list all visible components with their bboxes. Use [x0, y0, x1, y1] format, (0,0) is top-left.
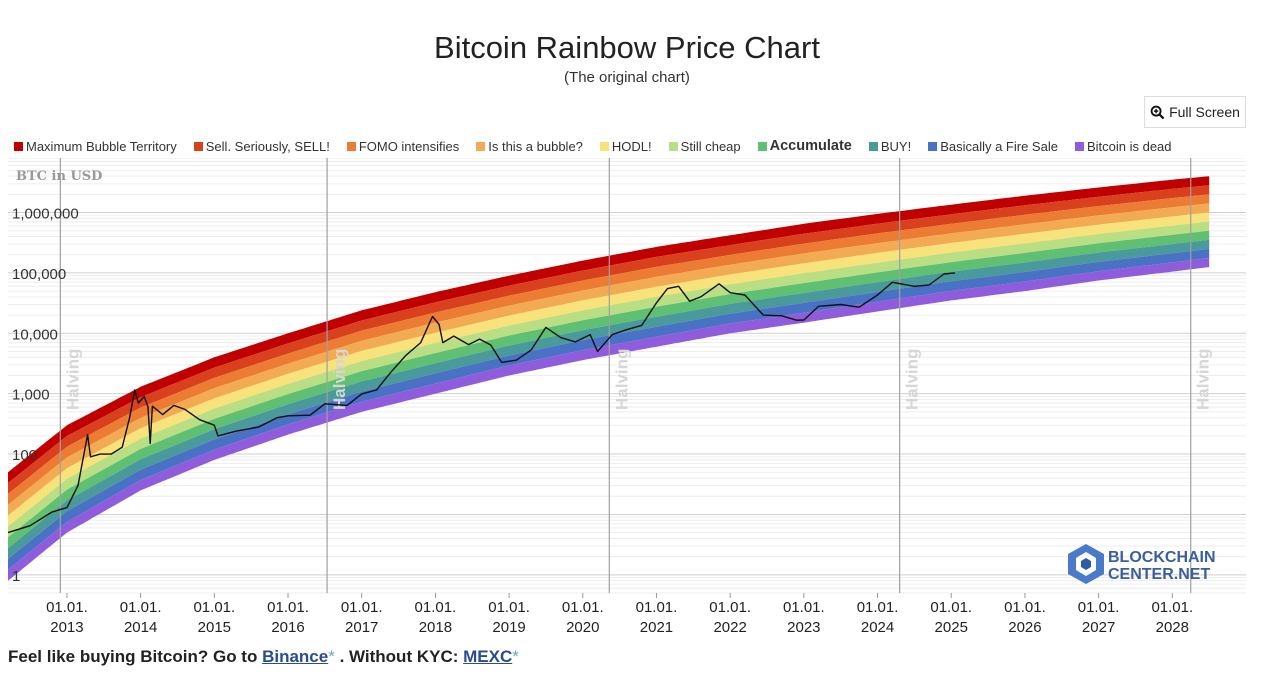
x-tick-year: 2014 [124, 619, 157, 636]
price-series [7, 272, 956, 534]
x-tick-label: 01.01. [267, 599, 309, 616]
x-tick-label: 01.01. [636, 599, 678, 616]
x-tick-label: 01.01. [709, 599, 751, 616]
legend-swatch [1074, 141, 1084, 151]
x-tick-label: 01.01. [1151, 599, 1193, 616]
legend-swatch [868, 141, 878, 151]
binance-link[interactable]: Binance [262, 647, 329, 666]
x-tick-year: 2023 [787, 619, 820, 636]
x-tick-label: 01.01. [120, 599, 162, 616]
logo-line-1: BLOCKCHAIN [1108, 549, 1216, 566]
logo-line-2: CENTER.NET [1108, 566, 1210, 583]
legend-item[interactable]: HODL! [599, 138, 652, 154]
legend-item[interactable]: Sell. Seriously, SELL! [193, 138, 330, 154]
x-tick-year: 2022 [713, 619, 746, 636]
y-tick-label: 10,000 [12, 326, 58, 343]
x-tick-label: 01.01. [488, 599, 530, 616]
full-screen-label: Full Screen [1169, 104, 1240, 120]
y-tick-label: 100 [12, 447, 37, 464]
legend-swatch [668, 141, 678, 151]
halving-label: Halving [903, 349, 922, 410]
legend-swatch [346, 141, 356, 151]
legend-label: FOMO intensifies [358, 138, 460, 154]
legend-swatch [14, 141, 23, 151]
legend-swatch [599, 141, 609, 151]
x-tick-label: 01.01. [783, 599, 825, 616]
legend-swatch [193, 141, 203, 151]
legend-item[interactable]: Basically a Fire Sale [928, 139, 1058, 154]
y-axis-ticks: 1 100 1,000 10,000 100,000 1,000,000 [12, 206, 79, 585]
x-tick-year: 2021 [640, 619, 673, 636]
legend-swatch [928, 141, 938, 151]
footer-text-2: . Without KYC: [334, 647, 464, 666]
chart-subtitle: (The original chart) [564, 69, 690, 86]
x-tick-year: 2016 [271, 619, 304, 636]
cube-logo-icon [1068, 544, 1104, 584]
x-tick-year: 2028 [1156, 619, 1189, 636]
halving-label: Halving [63, 349, 82, 410]
legend-item[interactable]: Accumulate [757, 138, 852, 154]
chart-title: Bitcoin Rainbow Price Chart [434, 30, 820, 65]
x-tick-label: 01.01. [562, 599, 604, 616]
y-axis-title: BTC in USD [16, 169, 102, 184]
x-tick-label: 01.01. [193, 599, 235, 616]
x-tick-label: 01.01. [1078, 599, 1120, 616]
legend-swatch [757, 141, 767, 151]
legend-item[interactable]: Bitcoin is dead [1074, 138, 1172, 154]
x-tick-year: 2015 [198, 619, 231, 636]
footer-star-2: * [512, 647, 519, 666]
halving-label: Halving [1194, 349, 1213, 410]
legend-label: Basically a Fire Sale [940, 138, 1058, 154]
x-tick-year: 2024 [861, 619, 894, 636]
legend-label: HODL! [611, 138, 652, 154]
legend-label: Sell. Seriously, SELL! [205, 138, 330, 154]
x-axis-ticks: 01.01. 2013 01.01. 2014 01.01. 2015 01.01. 2016… [46, 599, 1193, 636]
legend-swatch [476, 141, 486, 151]
x-tick-label: 01.01. [857, 599, 899, 616]
x-tick-label: 01.01. [415, 599, 457, 616]
legend-label: Maximum Bubble Territory [26, 138, 177, 154]
legend-item[interactable]: BUY! [868, 138, 912, 154]
x-tick-label: 01.01. [930, 599, 972, 616]
y-tick-label: 1 [12, 568, 20, 585]
legend-item[interactable]: FOMO intensifies [346, 138, 460, 154]
footer-text-1: Feel like buying Bitcoin? Go to [8, 647, 263, 666]
halving-lines: Halving Halving Halving Halving Halving [59, 158, 1213, 593]
zoom-icon [1150, 105, 1165, 119]
legend-item[interactable]: Still cheap [668, 138, 741, 154]
blockchaincenter-logo: BLOCKCHAIN CENTER.NET [1068, 544, 1216, 584]
legend-label: Is this a bubble? [488, 138, 583, 154]
rainbow-chart: Halving Halving Halving Halving Halving 1 100… [7, 158, 1246, 636]
legend-label: BUY! [880, 138, 912, 154]
x-tick-year: 2025 [935, 619, 968, 636]
price-line [7, 272, 955, 534]
legend-label: Still cheap [680, 138, 741, 154]
x-tick-label: 01.01. [341, 599, 383, 616]
footer-text: Feel like buying Bitcoin? Go to Binance*… [8, 647, 519, 667]
x-tick-year: 2020 [566, 619, 599, 636]
y-tick-label: 100,000 [12, 266, 66, 283]
legend-item[interactable]: Maximum Bubble Territory [14, 139, 177, 154]
x-tick-year: 2026 [1008, 619, 1041, 636]
legend-label: Bitcoin is dead [1086, 138, 1172, 154]
x-tick-year: 2017 [345, 619, 378, 636]
x-tick-label: 01.01. [46, 599, 88, 616]
x-tick-year: 2018 [419, 619, 452, 636]
mexc-link[interactable]: MEXC [463, 647, 513, 666]
y-tick-label: 1,000,000 [12, 206, 79, 223]
x-tick-label: 01.01. [1004, 599, 1046, 616]
legend-label: Accumulate [769, 138, 852, 154]
halving-label: Halving [330, 349, 349, 410]
full-screen-button[interactable]: Full Screen [1144, 96, 1246, 128]
legend-item[interactable]: Is this a bubble? [476, 139, 583, 154]
x-tick-year: 2013 [50, 619, 83, 636]
y-tick-label: 1,000 [12, 387, 50, 404]
x-tick-year: 2019 [492, 619, 525, 636]
halving-label: Halving [612, 349, 631, 410]
footer-star-1: * [328, 647, 335, 666]
x-tick-year: 2027 [1082, 619, 1115, 636]
chart-legend: Maximum Bubble Territory Sell. Seriously,… [14, 136, 1189, 156]
